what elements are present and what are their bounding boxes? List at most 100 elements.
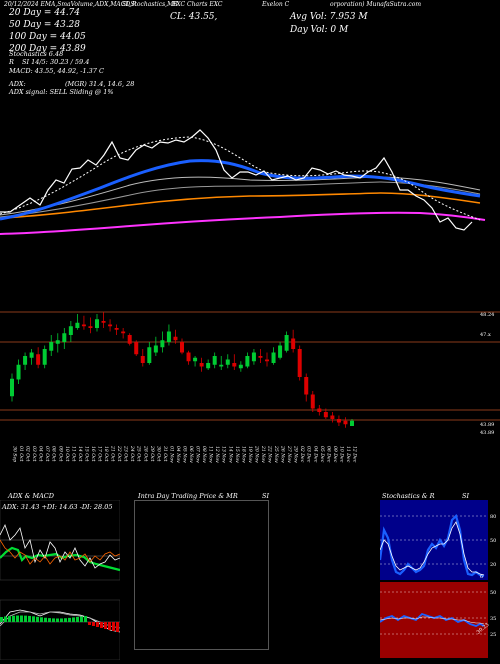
candle-body: [225, 359, 230, 365]
rsi-white-line: [379, 616, 485, 625]
candle-body: [304, 377, 309, 395]
macd-histogram-bar: [44, 617, 47, 622]
adx-values-text: ADX: 31.43 +DI: 14.63 -DI: 28.05: [1, 503, 112, 511]
date-tick-label: 06 Nov: [188, 446, 194, 463]
candle-body: [180, 342, 184, 353]
macd-histogram-bar: [8, 616, 11, 622]
date-tick-label: 16 Oct: [90, 446, 96, 462]
candle-body: [62, 333, 67, 342]
candle-body: [193, 357, 198, 362]
ema200-label: 200 Day = 43.89: [9, 44, 86, 54]
candle-body: [297, 349, 302, 377]
date-tick-label: 18 Oct: [103, 446, 109, 462]
candle-body: [251, 352, 256, 362]
macd-histogram-bar: [20, 615, 23, 622]
date-tick-label: 04 Nov: [175, 446, 181, 463]
date-tick-label: 27 Nov: [286, 445, 292, 463]
date-tick-label: 15 Oct: [83, 446, 89, 462]
stoch-tick-50: 50: [490, 538, 496, 544]
candle-body: [140, 356, 145, 363]
candle-body: [238, 364, 243, 369]
candle-body: [42, 349, 47, 365]
price-label-mid: 47.x: [480, 332, 491, 338]
date-tick-label: 03 Oct: [31, 446, 37, 462]
macd-histogram-bar: [32, 616, 35, 622]
macd-histogram-bar: [116, 622, 119, 632]
date-tick-label: 30 Oct: [155, 446, 161, 462]
candle-body: [291, 338, 296, 349]
rsi-background: [380, 582, 488, 658]
date-tick-label: 31 Oct: [162, 446, 168, 462]
stoch-tick-80: 80: [490, 514, 496, 520]
candlestick-series: [10, 312, 354, 428]
candle-body: [284, 335, 289, 351]
header-ticker: EXC Charts EXC: [172, 1, 223, 8]
date-tick-label: 30 Sep: [12, 446, 18, 462]
ema100-line: [0, 192, 481, 219]
macd-histogram-bar: [68, 617, 71, 622]
candle-body: [271, 352, 276, 363]
candle-body: [212, 356, 217, 365]
date-tick-label: 05 Nov: [182, 446, 188, 463]
intraday-panel: [134, 500, 269, 650]
date-tick-label: 29 Nov: [293, 445, 299, 463]
date-tick-label: 11 Nov: [208, 446, 214, 463]
macd-histogram-bar: [0, 617, 3, 622]
candle-body: [232, 363, 237, 367]
date-tick-label: 18 Nov: [240, 446, 246, 463]
minus-di-line: [0, 539, 121, 565]
date-axis: 30 Sep 01 Oct 02 Oct 03 Oct 04 Oct 07 Oct 08 O…: [12, 445, 358, 463]
date-tick-label: 09 Dec: [332, 446, 338, 463]
candle-body: [75, 322, 80, 328]
candle-body: [153, 345, 158, 353]
macd-histogram-bar: [16, 615, 19, 622]
date-tick-label: 21 Nov: [260, 445, 266, 463]
macd-histogram-bar: [60, 618, 63, 622]
macd-histogram-bar: [56, 618, 59, 622]
date-tick-label: 26 Nov: [280, 445, 286, 463]
stoch-tick-20: 20: [490, 562, 496, 568]
date-tick-label: 17 Oct: [97, 446, 103, 462]
date-tick-label: 25 Nov: [273, 445, 279, 463]
candle-body: [317, 408, 322, 412]
macd-histogram-bar: [12, 615, 15, 622]
ema-panel: [0, 129, 486, 235]
intraday-title: Intra Day Trading Price & MR: [138, 492, 238, 500]
price-line: [0, 129, 473, 231]
macd-histogram-bar: [48, 618, 51, 622]
header-company-a: Exelon C: [262, 1, 290, 8]
date-tick-label: 08 Oct: [51, 446, 57, 462]
candle-body: [245, 356, 250, 367]
date-tick-label: 11 Dec: [345, 446, 351, 463]
candle-body: [160, 340, 165, 348]
adx-prefix: ADX:: [9, 80, 26, 88]
macd-histogram-bar: [100, 622, 103, 628]
macd-histogram-bar: [52, 618, 55, 622]
ema200-line: [0, 211, 486, 235]
stoch-k-line: [378, 513, 485, 578]
stoch-rsi-panel: 80 50 20 6 50 35 25 30.23: [378, 500, 500, 660]
rsi-tick-25: 25: [490, 632, 496, 638]
adx-line: [0, 546, 121, 572]
date-tick-label: 05 Dec: [319, 446, 325, 463]
adx-macd-title: ADX & MACD: [8, 492, 54, 500]
stochastics-value: Stochastics 6.48: [9, 50, 64, 58]
ema50-blue-line: [0, 159, 481, 221]
header-company-b: orporation) MunafaSutra.com: [330, 1, 422, 8]
date-tick-label: 02 Oct: [25, 446, 31, 462]
header-line1-mid: SI,Stochastics,MR: [122, 1, 178, 8]
candle-body: [258, 356, 263, 358]
candle-body: [114, 328, 119, 330]
rsi-prefix: R: [9, 58, 14, 66]
date-tick-label: 02 Dec: [299, 446, 305, 463]
date-tick-label: 07 Nov: [195, 446, 201, 463]
candle-body: [199, 363, 204, 367]
date-tick-label: 11 Oct: [70, 446, 76, 462]
rsi-value: SI 14/5: 30.23 / 59.4: [22, 58, 90, 66]
date-tick-label: 12 Nov: [214, 446, 220, 463]
candle-body: [206, 363, 211, 369]
candle-body: [147, 347, 152, 363]
candle-body: [186, 352, 191, 362]
date-tick-label: 08 Nov: [201, 446, 207, 463]
